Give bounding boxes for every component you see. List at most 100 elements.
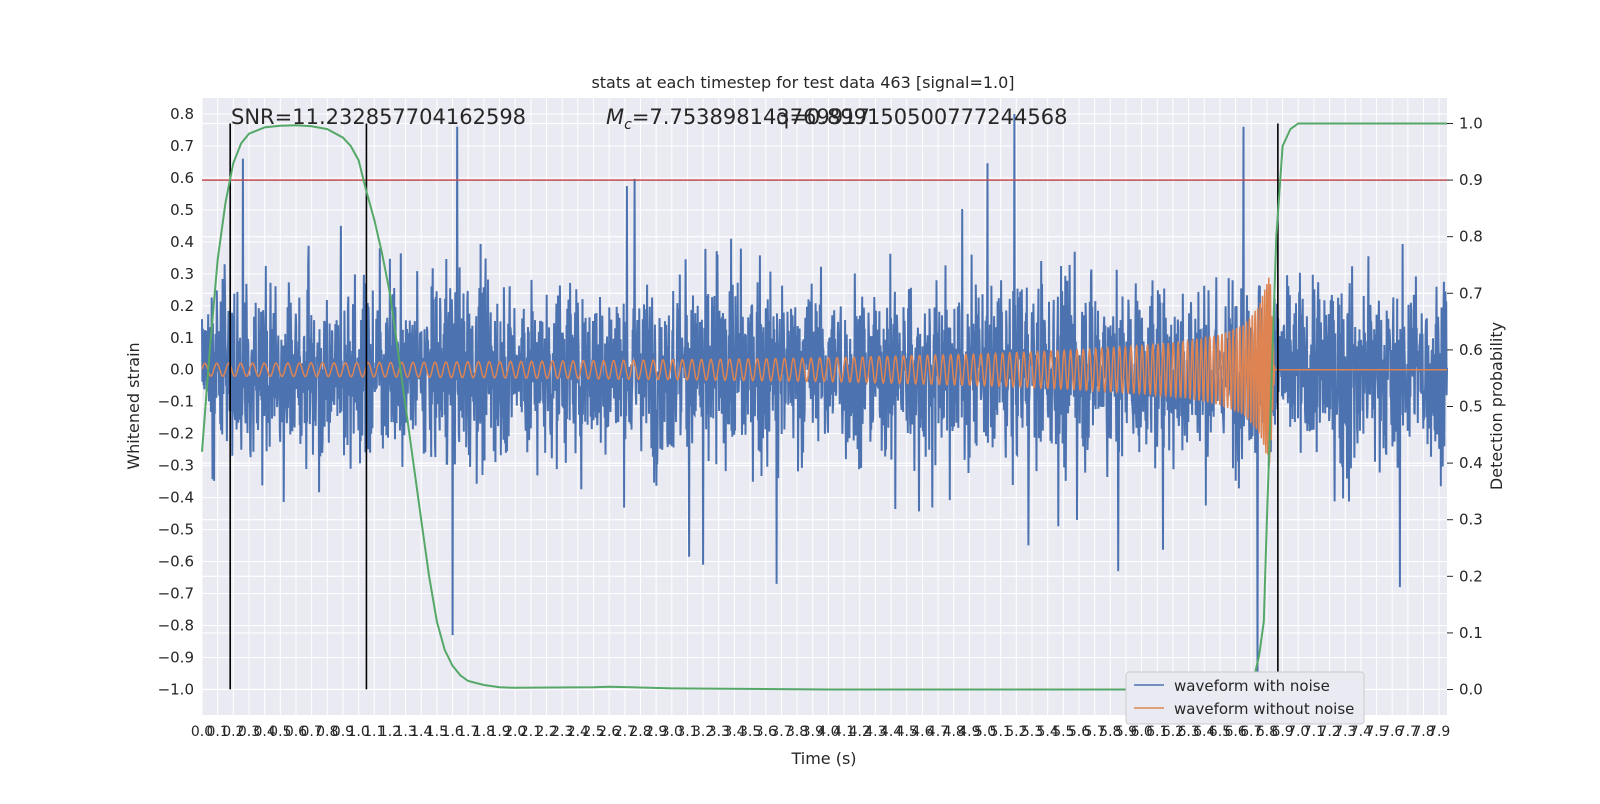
x-tick-label: 7.7 (1397, 724, 1419, 740)
x-tick-label: 4.6 (911, 724, 933, 740)
x-tick-label: 0.9 (332, 724, 354, 740)
x-tick-label: 3.4 (723, 724, 745, 740)
x-tick-label: 6.3 (1177, 724, 1199, 740)
legend: waveform with noise waveform without noi… (1125, 671, 1365, 725)
x-tick-label: 0.6 (285, 724, 307, 740)
x-tick-label: 2.8 (629, 724, 651, 740)
x-tick-label: 6.2 (1162, 724, 1184, 740)
x-tick-label: 6.8 (1256, 724, 1278, 740)
legend-box (1125, 671, 1365, 725)
y-tick-label: −0.2 (158, 425, 194, 443)
x-tick-label: 4.8 (943, 724, 965, 740)
x-tick-label: 4.2 (849, 724, 871, 740)
x-tick-label: 4.7 (927, 724, 949, 740)
chirp-mass-annotation: Mc=7.753898143769917 (606, 105, 870, 133)
x-tick-label: 7.5 (1365, 724, 1387, 740)
x-tick-label: 2.3 (551, 724, 573, 740)
y2-axis-ticks: 1.0 0.9 0.8 0.7 0.6 0.5 0.4 0.3 0.2 0.1 0.0 (1447, 114, 1483, 699)
y2-tick-label: 0.3 (1459, 511, 1483, 529)
y-axis-ticks: 0.8 0.7 0.6 0.5 0.4 0.3 0.2 0.1 0.0 −0.1 −0.2 −0.3 −… (158, 105, 194, 698)
x-tick-label: 1.6 (441, 724, 463, 740)
x-tick-label: 7.6 (1381, 724, 1403, 740)
x-tick-label: 6.5 (1209, 724, 1231, 740)
x-tick-label: 1.9 (488, 724, 510, 740)
y-tick-label: −0.7 (158, 585, 194, 603)
x-tick-label: 5.9 (1115, 724, 1137, 740)
x-tick-label: 3.0 (661, 724, 683, 740)
x-tick-label: 4.3 (864, 724, 886, 740)
x-axis-label: Time (s) (790, 749, 856, 768)
mass-ratio-annotation: q=0.899150500777244568 (776, 105, 1067, 129)
y2-tick-label: 0.9 (1459, 171, 1483, 189)
y-tick-label: −0.9 (158, 648, 194, 666)
x-tick-label: 7.9 (1428, 724, 1450, 740)
x-tick-label: 1.1 (363, 724, 385, 740)
x-tick-label: 1.2 (379, 724, 401, 740)
chirp-mass-symbol: M (606, 105, 624, 129)
x-tick-label: 7.1 (1303, 724, 1325, 740)
y2-tick-label: 0.4 (1459, 454, 1483, 472)
y2-tick-label: 0.7 (1459, 284, 1483, 302)
y-tick-label: 0.3 (170, 265, 194, 283)
x-tick-label: 0.0 (191, 724, 213, 740)
x-tick-label: 0.8 (316, 724, 338, 740)
legend-label-clean: waveform without noise (1174, 700, 1354, 718)
y-tick-label: −1.0 (158, 680, 194, 698)
x-tick-label: 6.4 (1193, 724, 1215, 740)
x-tick-label: 4.5 (896, 724, 918, 740)
x-tick-label: 6.7 (1240, 724, 1262, 740)
x-tick-label: 5.3 (1021, 724, 1043, 740)
y-tick-label: 0.2 (170, 297, 194, 315)
x-tick-label: 1.0 (347, 724, 369, 740)
y-tick-label: −0.4 (158, 489, 194, 507)
y-tick-label: 0.6 (170, 169, 194, 187)
x-tick-label: 3.3 (708, 724, 730, 740)
y-tick-label: −0.8 (158, 616, 194, 634)
x-tick-label: 3.5 (739, 724, 761, 740)
x-tick-label: 1.7 (457, 724, 479, 740)
x-tick-label: 5.5 (1052, 724, 1074, 740)
x-tick-label: 0.5 (269, 724, 291, 740)
x-tick-label: 5.4 (1037, 724, 1059, 740)
x-tick-label: 7.4 (1350, 724, 1372, 740)
x-tick-label: 6.9 (1271, 724, 1293, 740)
x-tick-label: 2.6 (598, 724, 620, 740)
x-tick-label: 1.5 (426, 724, 448, 740)
y-tick-label: 0.7 (170, 137, 194, 155)
x-tick-label: 7.8 (1412, 724, 1434, 740)
x-tick-label: 7.0 (1287, 724, 1309, 740)
x-tick-label: 0.1 (207, 724, 229, 740)
x-tick-label: 2.5 (582, 724, 604, 740)
x-tick-label: 6.0 (1130, 724, 1152, 740)
x-tick-label: 1.8 (473, 724, 495, 740)
x-tick-label: 5.7 (1084, 724, 1106, 740)
y-tick-label: 0.1 (170, 329, 194, 347)
x-tick-label: 2.9 (645, 724, 667, 740)
x-tick-label: 2.0 (504, 724, 526, 740)
x-tick-label: 7.2 (1318, 724, 1340, 740)
x-tick-label: 2.2 (535, 724, 557, 740)
x-tick-label: 3.2 (692, 724, 714, 740)
x-tick-label: 4.4 (880, 724, 902, 740)
x-tick-label: 6.6 (1224, 724, 1246, 740)
x-tick-label: 4.9 (958, 724, 980, 740)
y-tick-label: −0.6 (158, 553, 194, 571)
x-tick-label: 0.7 (300, 724, 322, 740)
y-axis-label: Whitened strain (124, 342, 143, 469)
y-tick-label: 0.0 (170, 361, 194, 379)
chirp-mass-value: =7.753898143769917 (632, 105, 870, 129)
chart-title: stats at each timestep for test data 463… (591, 73, 1014, 92)
y-tick-label: 0.8 (170, 105, 194, 123)
x-tick-label: 5.1 (990, 724, 1012, 740)
y-tick-label: −0.5 (158, 521, 194, 539)
x-tick-label: 2.1 (520, 724, 542, 740)
x-tick-label: 5.6 (1068, 724, 1090, 740)
y-tick-label: −0.3 (158, 457, 194, 475)
x-tick-label: 7.3 (1334, 724, 1356, 740)
y2-tick-label: 0.0 (1459, 681, 1483, 699)
x-tick-label: 2.7 (614, 724, 636, 740)
chirp-mass-subscript: c (624, 117, 632, 133)
snr-annotation: SNR=11.232857704162598 (231, 105, 526, 129)
x-tick-label: 1.3 (394, 724, 416, 740)
